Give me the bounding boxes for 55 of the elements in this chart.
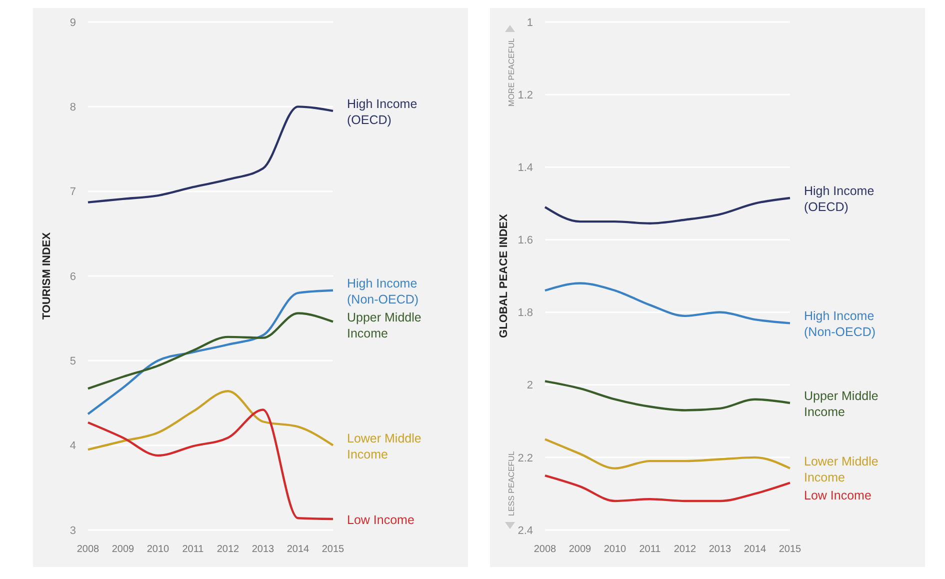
series-label: Upper Middle Income <box>347 310 422 340</box>
x-tick-label: 2011 <box>182 544 204 555</box>
x-tick-label: 2008 <box>76 544 100 555</box>
line-series <box>544 380 792 412</box>
line-series <box>544 438 792 470</box>
series-label: Lower Middle Income <box>347 431 422 462</box>
x-tick-label: 2015 <box>322 544 345 555</box>
x-tick-label: 2012 <box>674 544 697 555</box>
y-axis-title: TOURISM INDEX <box>41 232 53 320</box>
y-tick-label: 1.6 <box>518 234 533 247</box>
y-tick-label: 5 <box>70 356 76 368</box>
text: LESS PEACEFUL <box>507 450 516 516</box>
x-tick-label: 2014 <box>744 544 767 555</box>
y-tick-label: 7 <box>70 186 76 198</box>
y-axis-title: GLOBAL PEACE INDEX <box>498 213 510 338</box>
series-label: Low Income <box>347 512 414 527</box>
line-series <box>86 390 334 451</box>
text: MORE PEACEFUL <box>507 37 516 106</box>
line-series <box>86 408 334 520</box>
y-tick-label: 3 <box>70 524 76 537</box>
y-tick-label: 6 <box>70 270 76 283</box>
line-series <box>86 312 334 390</box>
series-label: High Income (Non-OECD) <box>804 309 876 340</box>
x-tick-label: 2009 <box>568 544 592 555</box>
line-series <box>544 474 792 502</box>
line-series <box>86 289 334 416</box>
series-label: High Income (Non-OECD) <box>347 276 419 306</box>
x-tick-label: 2010 <box>146 544 170 555</box>
series-label: Lower Middle Income <box>804 454 878 484</box>
y-tick-label: 2.2 <box>518 452 533 464</box>
series-label: High Income (OECD) <box>804 184 874 214</box>
y-tick-label: 1.2 <box>518 89 533 102</box>
series-label: Upper Middle Income <box>804 389 878 419</box>
x-tick-label: 2014 <box>286 544 310 555</box>
x-tick-label: 2013 <box>252 544 275 555</box>
x-tick-label: 2012 <box>216 544 240 555</box>
x-tick-label: 2011 <box>639 544 662 555</box>
x-tick-label: 2009 <box>112 544 135 555</box>
y-tick-label: 1 <box>526 16 533 29</box>
y-tick-label: 8 <box>70 102 76 114</box>
y-tick-label: 9 <box>70 16 76 29</box>
y-tick-label: 1.8 <box>518 307 533 320</box>
line-series <box>86 106 334 204</box>
y-tick-label: 2 <box>526 380 533 392</box>
line-series <box>544 196 792 224</box>
series-label: High Income (OECD) <box>347 96 418 127</box>
y-tick-label: 1.4 <box>518 162 533 174</box>
x-tick-label: 2013 <box>708 544 732 555</box>
series-label: Low Income <box>804 488 872 502</box>
x-tick-label: 2010 <box>604 544 627 555</box>
y-tick-label: 4 <box>70 440 76 452</box>
y-tick-label: 2.4 <box>518 524 533 537</box>
x-tick-label: 2008 <box>534 544 557 555</box>
line-series <box>544 282 792 324</box>
x-tick-label: 2015 <box>778 544 802 555</box>
